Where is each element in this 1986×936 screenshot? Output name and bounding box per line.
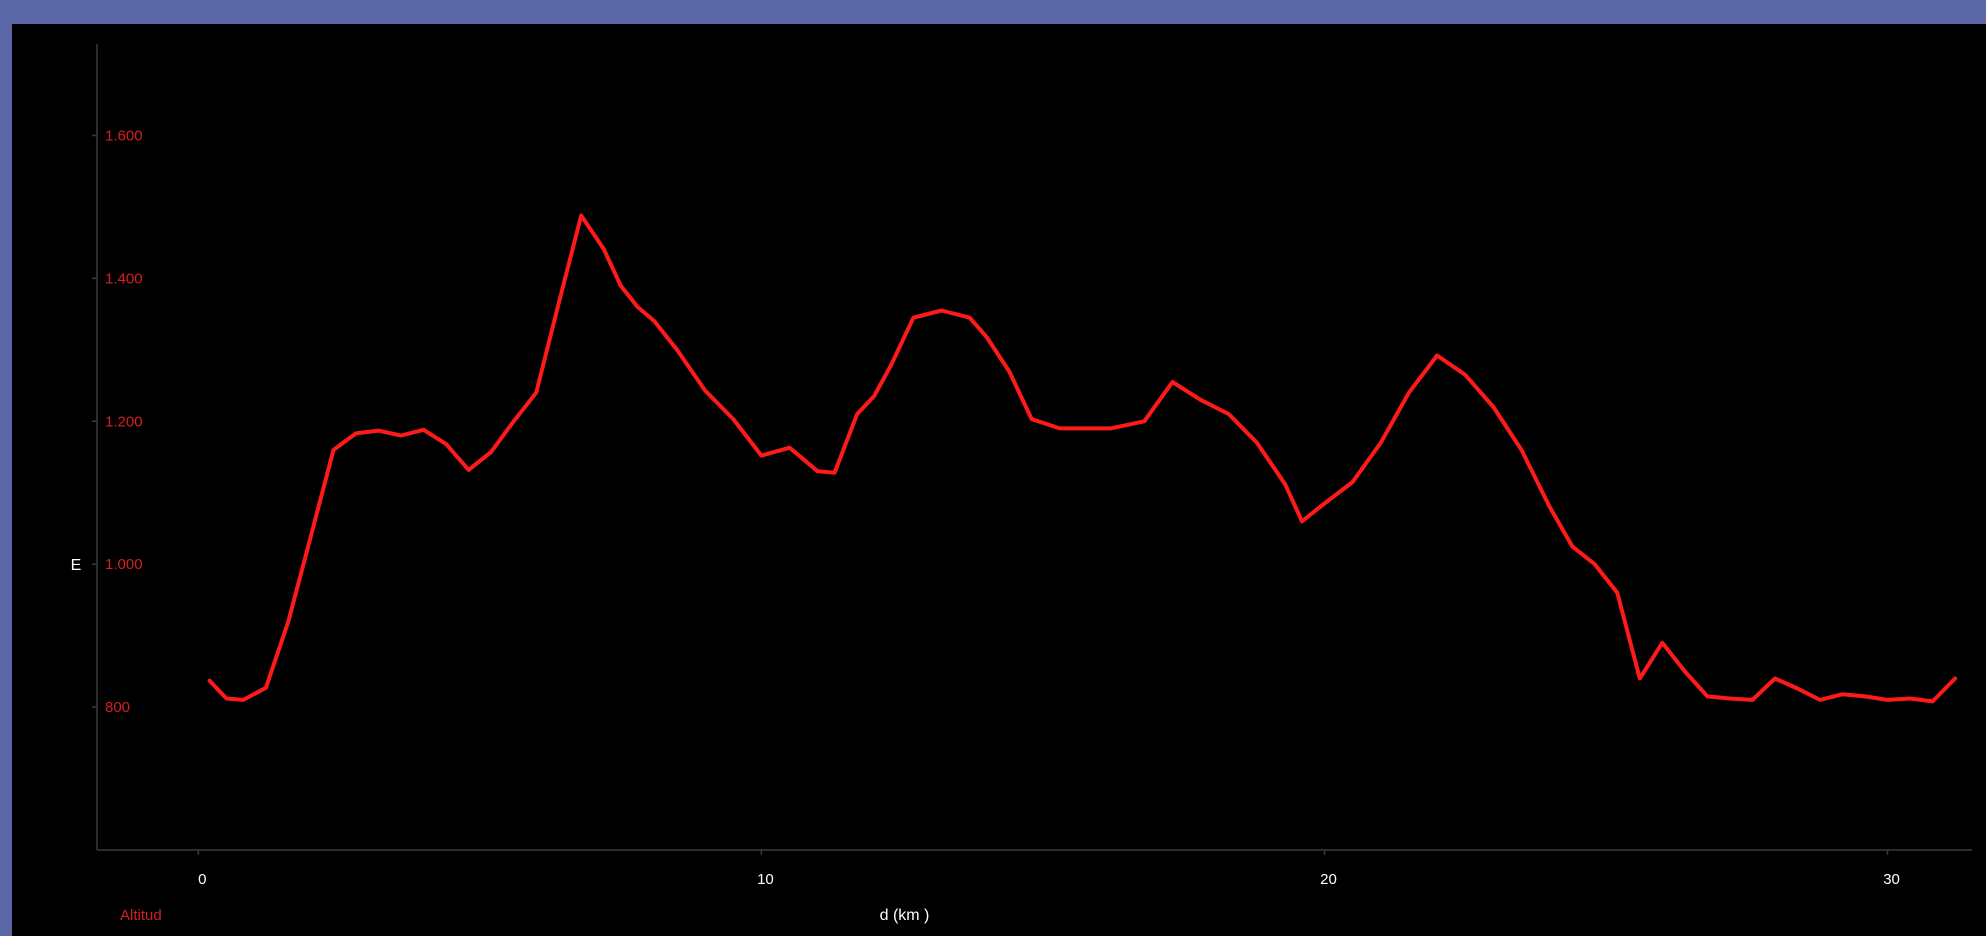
y-tick-label: 1.400 [105, 270, 143, 287]
corner-label: Altitud [120, 907, 162, 924]
y-tick-label: 1.600 [105, 127, 143, 144]
axes-layer [96, 44, 1972, 851]
ticks-layer: 800 1.000 1.200 1.400 1.600 0 10 20 30 [92, 127, 1900, 888]
x-axis-label: d (km ) [880, 907, 930, 924]
y-axis-label: E [71, 557, 82, 574]
y-tick-label: 1.000 [105, 556, 143, 573]
x-tick-label: 0 [198, 871, 206, 888]
y-tick-label: 1.200 [105, 413, 143, 430]
x-tick-label: 20 [1320, 871, 1337, 888]
y-tick-label: 800 [105, 699, 130, 716]
elevation-profile-chart: 800 1.000 1.200 1.400 1.600 0 10 20 30 d (km ) E… [71, 44, 1972, 924]
series-layer [207, 213, 1958, 704]
x-tick-label: 10 [757, 871, 774, 888]
x-tick-label: 30 [1883, 871, 1900, 888]
plot-window: 800 1.000 1.200 1.400 1.600 0 10 20 30 d (km ) E… [12, 24, 1986, 936]
elevation-line [207, 213, 1958, 704]
